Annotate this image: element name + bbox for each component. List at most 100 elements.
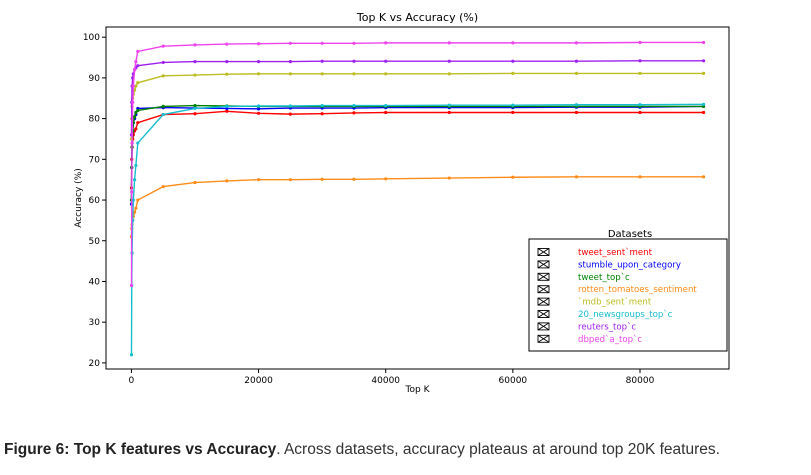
y-tick-label: 40	[89, 277, 101, 287]
data-point	[193, 103, 197, 108]
data-point	[136, 108, 140, 113]
series-layer	[129, 40, 706, 357]
legend-label: tweet_sent`ment	[578, 247, 653, 258]
data-point	[574, 103, 579, 107]
data-point	[131, 198, 135, 202]
data-point	[320, 41, 324, 45]
data-point	[352, 111, 356, 115]
data-point	[133, 210, 137, 214]
data-point	[701, 40, 706, 45]
data-point	[225, 179, 229, 183]
data-point	[161, 104, 165, 108]
data-point	[161, 74, 165, 78]
caption-text: . Across datasets, accuracy plateaus at …	[276, 441, 720, 458]
data-point	[131, 84, 135, 88]
data-point	[161, 44, 165, 48]
data-point	[574, 110, 579, 115]
data-point	[256, 104, 261, 108]
legend-items: tweet_sent`ment stumble_upon_categorytwee…	[537, 247, 697, 345]
legend-item: stumble_upon_category	[537, 260, 681, 270]
data-point	[288, 60, 292, 64]
data-point	[352, 72, 356, 76]
data-point	[133, 178, 137, 182]
data-point	[130, 141, 134, 145]
data-point	[136, 49, 140, 54]
data-point	[288, 112, 292, 116]
legend-label: reuters_top`c	[578, 321, 636, 332]
data-point	[193, 43, 197, 47]
data-point	[256, 72, 261, 76]
data-point	[136, 81, 140, 85]
data-point	[447, 41, 451, 45]
data-point	[288, 72, 292, 76]
data-point	[136, 141, 140, 145]
data-point	[134, 127, 138, 131]
data-point	[574, 175, 579, 179]
data-point	[511, 103, 515, 107]
data-point	[225, 104, 229, 108]
legend-label: stumble_upon_category	[578, 260, 681, 270]
data-point	[161, 185, 165, 189]
data-point	[384, 110, 388, 115]
data-point	[511, 71, 515, 76]
data-point	[447, 59, 451, 63]
data-point	[638, 59, 642, 63]
y-tick-label: 80	[89, 115, 101, 125]
data-point	[511, 59, 515, 63]
legend-title: Datasets	[608, 229, 652, 240]
data-point	[133, 114, 137, 119]
data-point	[384, 177, 388, 181]
data-point	[447, 103, 451, 107]
legend: Datasets tweet_sent`ment stumble_upon_cat…	[528, 229, 728, 352]
legend-item: tweet_top`c	[537, 272, 630, 283]
data-point	[193, 106, 197, 111]
y-axis-label: Accuracy (%)	[74, 168, 84, 228]
data-point	[511, 41, 515, 45]
data-point	[320, 177, 324, 181]
data-point	[574, 71, 579, 76]
data-point	[638, 175, 642, 179]
data-point	[134, 60, 138, 64]
data-point	[256, 111, 261, 115]
data-point	[320, 103, 324, 108]
figure-caption: Figure 6: Top K features vs Accuracy. Ac…	[4, 441, 804, 459]
legend-item: dbped`a_top`c	[537, 334, 642, 345]
data-point	[131, 100, 135, 104]
data-point	[511, 110, 515, 115]
y-tick-label: 20	[89, 359, 101, 369]
legend-envelope-icon	[537, 297, 550, 306]
legend-label: rotten_tomatoes_sentiment	[578, 285, 697, 295]
data-point	[225, 42, 229, 46]
data-point	[134, 110, 138, 115]
y-tick-label: 60	[89, 196, 101, 206]
data-point	[352, 103, 356, 108]
y-axis-ticks: 20 30 40 50 60 70 80 90 100	[83, 33, 106, 369]
data-point	[320, 112, 324, 116]
chart: Top K vs Accuracy (%) Top K Accuracy (%)…	[74, 11, 730, 395]
legend-envelope-icon	[537, 248, 550, 256]
legend-envelope-icon	[537, 272, 550, 281]
legend-envelope-icon	[537, 285, 550, 294]
y-tick-label: 100	[83, 33, 100, 43]
legend-envelope-icon	[537, 334, 550, 343]
data-point	[352, 41, 356, 45]
data-point	[136, 64, 140, 68]
data-point	[134, 84, 138, 88]
y-tick-label: 50	[89, 237, 101, 247]
data-point	[701, 59, 706, 63]
data-point	[701, 102, 706, 106]
data-point	[384, 59, 388, 63]
x-axis-ticks: 0 20000 40000 60000 80000	[129, 369, 655, 386]
data-point	[320, 72, 324, 76]
legend-item: rotten_tomatoes_sentiment	[537, 285, 697, 295]
data-point	[638, 110, 642, 115]
data-point	[447, 176, 451, 180]
legend-envelope-icon	[537, 322, 550, 331]
data-point	[701, 175, 706, 179]
legend-item: tweet_sent`ment	[537, 247, 653, 258]
legend-envelope-icon	[537, 310, 550, 318]
data-point	[256, 178, 261, 182]
data-point	[352, 59, 356, 63]
data-point	[511, 175, 515, 179]
data-point	[320, 59, 324, 63]
